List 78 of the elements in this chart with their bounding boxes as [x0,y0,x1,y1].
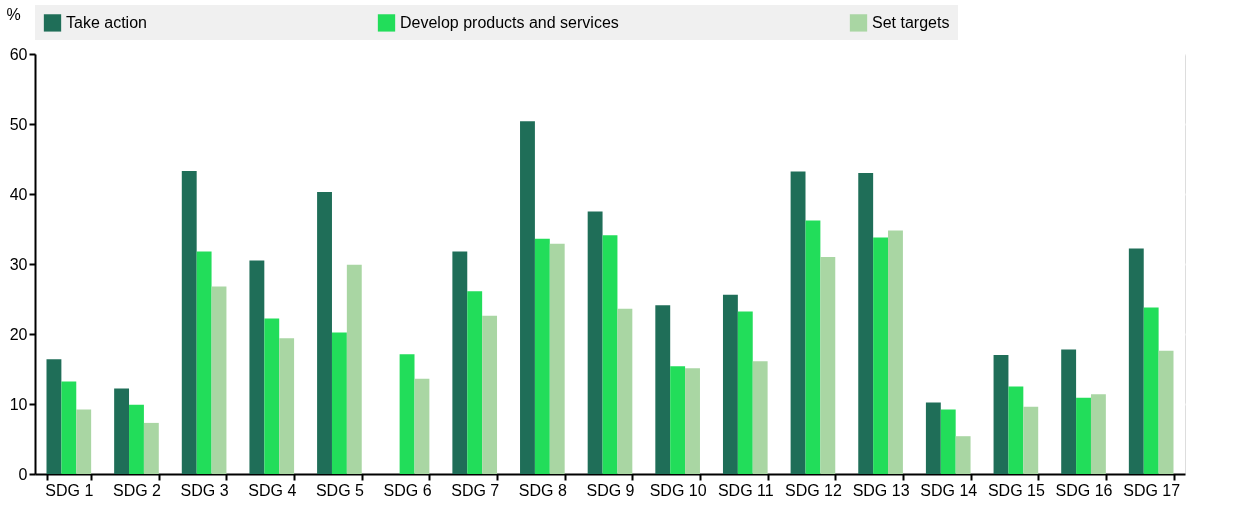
x-tick-label: SDG 12 [784,481,842,499]
x-tick-label: SDG 8 [518,481,567,499]
bar [752,361,768,474]
x-tick-label: SDG 17 [1123,481,1181,499]
bar [670,366,686,474]
bar [722,294,738,474]
x-tick-label: SDG 7 [451,481,500,499]
bar [534,238,550,474]
x-tick-label: SDG 9 [586,481,635,499]
x-tick-label: SDG 13 [852,481,910,499]
x-tick-label: SDG 10 [649,481,707,499]
bar [264,318,280,474]
x-tick-label: SDG 1 [45,481,94,499]
x-tick-label: SDG 4 [248,481,297,499]
bar [955,436,971,474]
bar [114,388,130,474]
y-tick-label: 60 [9,45,28,63]
legend-label: Take action [66,13,147,31]
bar [467,291,483,474]
bar [331,332,347,474]
y-tick-label: 10 [9,395,28,413]
bar [655,305,671,474]
bar [1008,386,1024,474]
bar [317,191,332,474]
bar [549,243,565,474]
bar [399,354,415,474]
bar [1128,248,1144,474]
bar [181,170,197,474]
bar [520,121,535,474]
bar [940,409,956,474]
bar [858,173,874,474]
bar [249,260,265,474]
bar [211,286,227,474]
bar [61,381,77,474]
bar [820,257,836,474]
bar [46,359,62,474]
x-tick-label: SDG 14 [920,481,978,499]
x-tick-label: SDG 16 [1055,481,1113,499]
y-tick-label: 40 [9,185,28,203]
x-tick-label: SDG 15 [987,481,1045,499]
bar [346,264,362,474]
y-axis-title: % [6,5,21,23]
bar [196,251,212,474]
bar [685,368,700,474]
y-tick-label: 50 [9,115,28,133]
bar [482,315,498,474]
bar [1061,349,1077,474]
bar [452,251,468,474]
bar [129,404,144,474]
bar [1076,397,1091,474]
bar [993,355,1009,474]
bar [790,171,806,474]
bar [143,422,159,474]
y-tick-label: 0 [18,465,28,483]
x-tick-label: SDG 11 [717,481,774,499]
bar [737,311,753,474]
x-tick-label: SDG 5 [315,481,365,499]
bar [1023,406,1039,474]
bar [1143,307,1159,474]
y-tick-label: 20 [9,325,28,343]
y-tick-label: 30 [9,255,28,273]
bar [925,402,941,474]
bar [873,237,889,474]
bar [617,308,633,474]
bar [805,220,821,474]
bar [1090,394,1106,474]
bar [279,338,295,474]
bar [888,230,903,474]
x-tick-label: SDG 2 [112,481,162,499]
bar [76,409,92,474]
bar [1158,350,1174,474]
bar [602,235,618,474]
legend-label: Set targets [872,13,950,31]
x-tick-label: SDG 6 [383,481,432,499]
bar [587,211,603,474]
legend-label: Develop products and services [400,13,619,31]
bar [414,378,430,474]
x-tick-label: SDG 3 [180,481,229,499]
